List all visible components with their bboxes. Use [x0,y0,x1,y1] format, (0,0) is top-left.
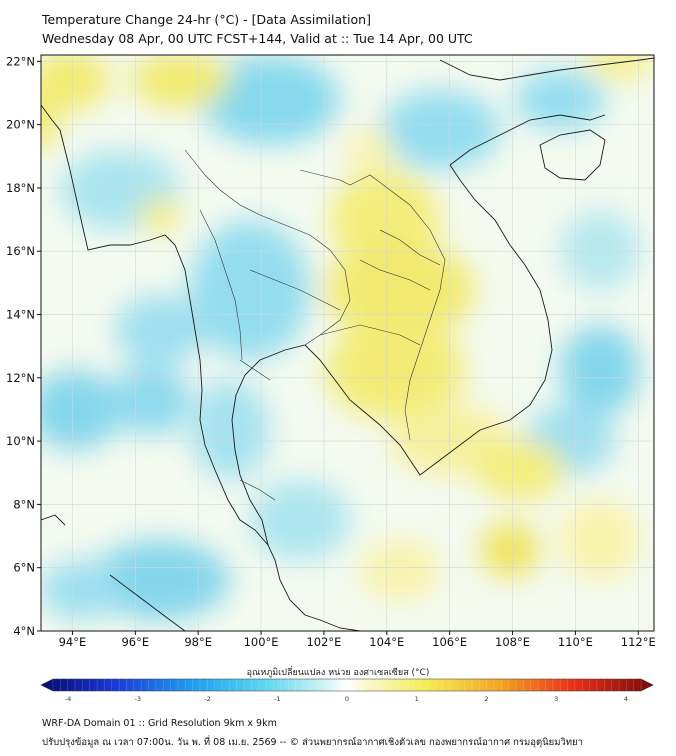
map-subtitle: Wednesday 08 Apr, 00 UTC FCST+144, Valid… [42,31,473,46]
lat-tick-label: 10°N [6,434,35,448]
lon-tick-label: 94°E [59,635,87,649]
lat-tick-label: 16°N [6,244,35,258]
colorbar-tick-label: 4 [624,695,628,703]
coastlines [41,57,654,631]
lon-tick-label: 102°E [306,635,341,649]
footer-model-info: WRF-DA Domain 01 :: Grid Resolution 9km … [42,718,277,729]
axis-ticks: 94°E 96°E 98°E 100°E 102°E 104°E 106°E 108°E 110… [6,54,656,649]
lon-tick-label: 100°E [244,635,279,649]
lat-tick-label: 20°N [6,118,35,132]
colorbar-tick-label: -4 [65,695,71,703]
temperature-field [41,55,654,631]
lon-tick-label: 104°E [369,635,404,649]
colorbar-tick-label: 1 [415,695,419,703]
lon-tick-label: 98°E [184,635,212,649]
map-frame [40,54,655,632]
lon-tick-label: 96°E [121,635,149,649]
lat-tick-label: 18°N [6,181,35,195]
colorbar-tick-label: -2 [204,695,210,703]
lat-tick-label: 6°N [13,561,35,575]
lat-tick-label: 4°N [13,624,35,638]
lon-tick-label: 108°E [495,635,530,649]
lon-tick-label: 106°E [432,635,467,649]
lon-tick-label: 112°E [621,635,656,649]
lat-tick-label: 14°N [6,308,35,322]
country-borders [184,149,446,501]
lat-tick-label: 8°N [13,497,35,511]
colorbar: -4 -3 -2 -1 0 1 2 3 4 [40,678,654,703]
colorbar-title: อุณหภูมิเปลี่ยนแปลง หน่วย องศาเซลเซียส (… [246,668,430,678]
colorbar-tick-label: 0 [345,695,349,703]
lon-tick-label: 110°E [558,635,593,649]
colorbar-tick-label: 3 [554,695,558,703]
lat-tick-label: 12°N [6,371,35,385]
footer-credit: ปรับปรุงข้อมูล ณ เวลา 07:00น. วัน พ. ที่… [42,737,583,748]
map-title: Temperature Change 24-hr (°C) - [Data As… [42,12,371,27]
graticule [41,55,654,631]
colorbar-tick-label: -3 [135,695,141,703]
colorbar-tick-label: -1 [274,695,280,703]
colorbar-tick-label: 2 [484,695,488,703]
lat-tick-label: 22°N [6,54,35,68]
